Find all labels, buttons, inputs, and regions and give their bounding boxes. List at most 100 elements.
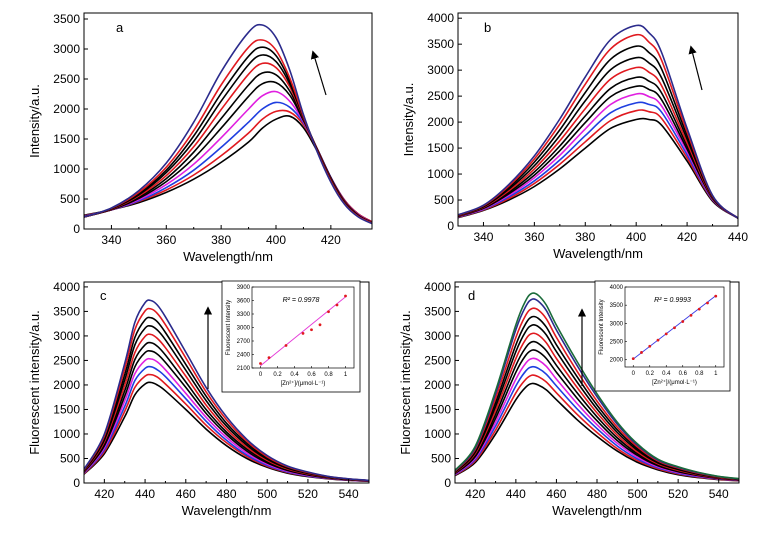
inset-data-point — [318, 323, 322, 327]
inset-x-tick-label: 0 — [259, 372, 263, 378]
x-axis-title: Wavelength/nm — [182, 503, 272, 518]
curves-d — [455, 292, 739, 482]
y-tick-label: 2500 — [53, 72, 80, 86]
panel-label: b — [484, 20, 491, 35]
y-tick-label: 4000 — [427, 11, 454, 25]
inset-y-tick-label: 3000 — [237, 326, 251, 332]
inset-y-tick-label: 2000 — [610, 358, 624, 364]
inset-y-tick-label: 3300 — [237, 312, 251, 318]
inset-x-tick-label: 0.2 — [273, 372, 282, 378]
y-tick-label: 0 — [447, 219, 454, 233]
inset-x-axis-title: [Zn²⁺]/(μmol·L⁻¹) — [281, 380, 326, 387]
inset-d: 0 0.2 0.4 0.6 0.8 1 2000 2500 3000 3500 4000 R² = 0… — [594, 280, 731, 392]
inset-r2-annotation: R² = 0.9993 — [654, 297, 691, 304]
x-tick-label: 400 — [266, 233, 286, 247]
inset-data-point — [310, 328, 313, 332]
x-tick-label: 420 — [94, 487, 114, 501]
y-tick-label: 3500 — [53, 304, 80, 318]
inset-x-tick-label: 0 — [632, 371, 636, 377]
x-tick-label: 440 — [135, 487, 155, 501]
y-tick-label: 1500 — [53, 402, 80, 416]
y-tick-label: 0 — [73, 476, 80, 490]
inset-y-tick-label: 2700 — [237, 339, 251, 345]
panel-d: 420 440 460 480 500 520 540 0 500 1000 1500 2000 250… — [398, 280, 740, 518]
y-tick-label: 2500 — [424, 353, 451, 367]
inset-fit-line — [260, 296, 346, 367]
y-tick-label: 3000 — [53, 42, 80, 56]
trend-arrow — [688, 45, 703, 91]
panel-c: 420 440 460 480 500 520 540 0 500 1000 1500 2000 250… — [27, 280, 370, 518]
x-tick-label: 420 — [465, 487, 485, 501]
inset-y-tick-label: 3500 — [610, 303, 624, 309]
series-line-b-1 — [458, 117, 738, 219]
series-line-a-11 — [84, 23, 372, 225]
inset-x-tick-label: 0.8 — [324, 372, 333, 378]
series-line-b-9 — [458, 45, 738, 219]
x-tick-label: 380 — [575, 230, 595, 244]
x-tick-label: 540 — [339, 487, 359, 501]
x-tick-label: 460 — [176, 487, 196, 501]
x-tick-label: 340 — [101, 233, 121, 247]
y-tick-label: 500 — [431, 451, 451, 465]
y-tick-label: 1500 — [424, 402, 451, 416]
x-tick-label: 400 — [626, 230, 646, 244]
x-tick-label: 460 — [546, 487, 566, 501]
series-line-b-10 — [458, 33, 738, 219]
x-axis-title: Wavelength/nm — [552, 503, 642, 518]
inset-data-point — [640, 351, 643, 354]
x-axis-title: Wavelength/nm — [553, 246, 643, 261]
y-tick-label: 4000 — [424, 280, 451, 294]
inset-x-tick-label: 0.6 — [679, 371, 688, 377]
y-tick-label: 2000 — [53, 378, 80, 392]
x-tick-label: 480 — [216, 487, 236, 501]
inset-data-point — [284, 344, 288, 347]
x-tick-label: 420 — [321, 233, 341, 247]
series-line-b-5 — [458, 85, 738, 219]
inset-plot-frame — [624, 286, 725, 368]
inset-data-point — [301, 331, 305, 335]
series-line-b-3 — [458, 101, 738, 219]
inset-x-tick-label: 0.8 — [695, 371, 704, 377]
y-tick-label: 3500 — [427, 37, 454, 51]
series-line-b-8 — [458, 56, 738, 219]
inset-x-tick-label: 0.6 — [307, 372, 316, 378]
y-tick-label: 2000 — [427, 115, 454, 129]
inset-y-tick-label: 2400 — [237, 353, 251, 359]
y-tick-label: 1000 — [53, 162, 80, 176]
series-line-a-8 — [84, 54, 372, 224]
inset-y-axis-title: Fluorescent Intensity — [226, 300, 232, 355]
inset-y-tick-label: 3600 — [237, 299, 251, 305]
y-tick-label: 1000 — [424, 427, 451, 441]
inset-data-point — [259, 362, 262, 365]
x-axis-title: Wavelength/nm — [183, 249, 273, 264]
inset-data-point — [648, 344, 652, 348]
y-tick-label: 1500 — [427, 141, 454, 155]
plot-frame-a — [83, 12, 373, 230]
x-tick-label: 440 — [506, 487, 526, 501]
inset-data-point — [697, 307, 701, 311]
inset-box — [221, 280, 361, 393]
y-axis-title: Fluorescent intensity/a.u. — [398, 310, 413, 455]
inset-x-tick-label: 0.4 — [662, 371, 671, 377]
inset-y-tick-label: 4000 — [610, 285, 624, 291]
inset-x-tick-label: 0.2 — [646, 371, 655, 377]
x-tick-label: 520 — [298, 487, 318, 501]
y-tick-label: 0 — [73, 222, 80, 236]
y-tick-label: 500 — [60, 451, 80, 465]
curves-b — [458, 24, 738, 219]
inset-data-point — [327, 310, 330, 314]
y-tick-label: 1000 — [53, 427, 80, 441]
x-tick-label: 360 — [156, 233, 176, 247]
plot-frame-b — [457, 12, 739, 227]
inset-data-point — [706, 301, 709, 305]
y-tick-label: 500 — [60, 192, 80, 206]
y-tick-label: 2500 — [53, 353, 80, 367]
panel-a: 340 360 380 400 420 0 500 1000 1500 2000 2500 3000 3… — [27, 12, 373, 264]
y-tick-label: 3000 — [424, 329, 451, 343]
panel-label: c — [100, 288, 107, 303]
inset-x-tick-label: 0.4 — [290, 372, 299, 378]
x-tick-label: 540 — [709, 487, 729, 501]
x-tick-label: 360 — [524, 230, 544, 244]
y-tick-label: 3000 — [53, 329, 80, 343]
